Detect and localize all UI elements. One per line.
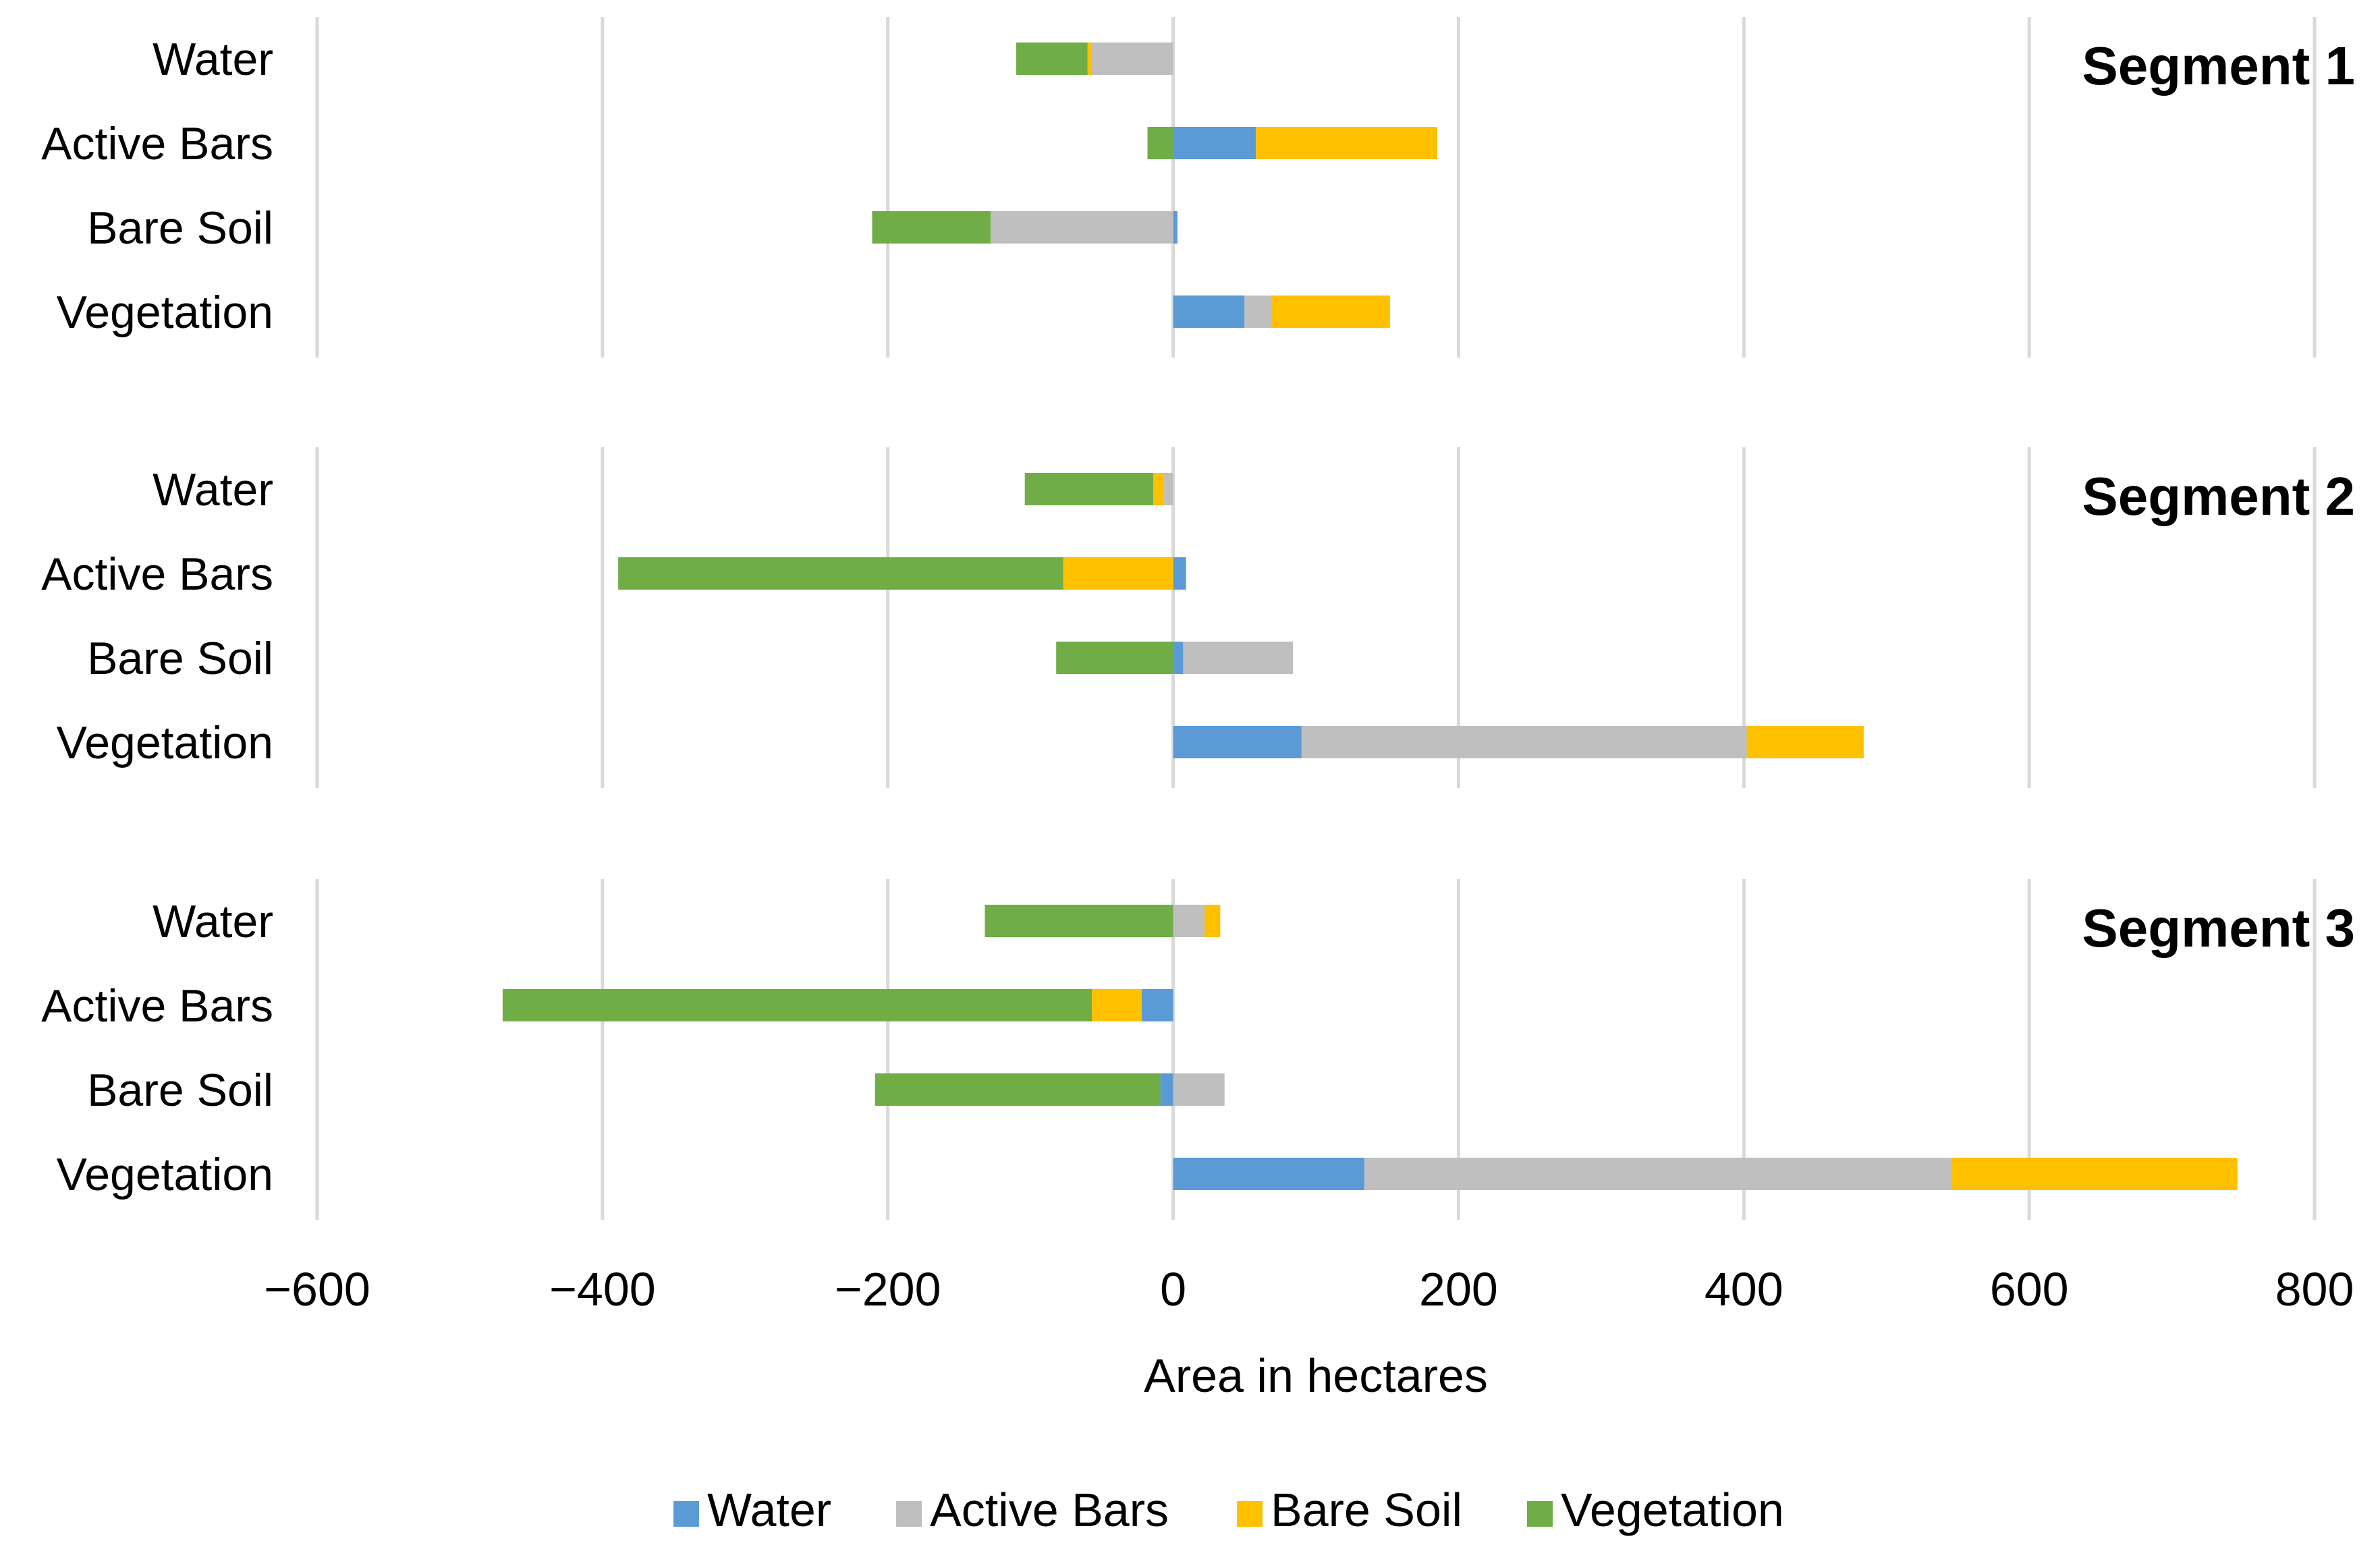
category-labels: Water Active Bars Bare Soil Vegetation Water…	[41, 34, 273, 1200]
bar-segment3-water-vegetation	[985, 905, 1173, 937]
category-label-2-water: Water	[153, 464, 273, 515]
segment-titles: Segment 1 Segment 2 Segment 3	[2082, 36, 2355, 958]
legend-label-water: Water	[707, 1484, 831, 1536]
category-label-3-water: Water	[153, 896, 273, 947]
bar-segment1-active-bars-bare-soil	[1256, 127, 1437, 159]
bar-segment2-vegetation-active-bars	[1301, 726, 1747, 758]
bar-segment2-vegetation-water	[1173, 726, 1302, 758]
category-label-1-water: Water	[153, 34, 273, 85]
bars	[502, 43, 2238, 1190]
bar-segment1-bare-soil-vegetation	[872, 211, 991, 244]
segment-title-1: Segment 1	[2082, 36, 2355, 96]
bar-segment3-active-bars-vegetation	[502, 989, 1092, 1021]
legend-label-bare-soil: Bare Soil	[1271, 1484, 1462, 1536]
bar-segment1-vegetation-bare-soil	[1271, 296, 1390, 328]
bar-segment2-active-bars-vegetation	[618, 557, 1063, 590]
category-label-1-active-bars: Active Bars	[41, 118, 273, 169]
x-tick-label-2: −200	[835, 1263, 941, 1316]
bar-segment1-water-bare-soil	[1087, 43, 1092, 75]
category-label-3-bare-soil: Bare Soil	[87, 1065, 273, 1116]
x-tick-label-4: 200	[1419, 1263, 1498, 1316]
segment-title-2: Segment 2	[2082, 466, 2355, 526]
bar-segment2-bare-soil-active-bars	[1183, 642, 1294, 674]
x-axis-ticks: −600 −400 −200 0 200 400 600 800	[264, 1263, 2354, 1316]
bar-segment3-active-bars-water	[1142, 989, 1173, 1021]
segment-title-3: Segment 3	[2082, 898, 2355, 958]
bar-segment2-active-bars-water	[1173, 557, 1186, 590]
bar-segment2-bare-soil-water	[1173, 642, 1184, 674]
bar-segment2-water-active-bars	[1163, 473, 1173, 505]
legend-swatch-active-bars	[896, 1501, 922, 1527]
bar-segment3-vegetation-bare-soil	[1952, 1158, 2238, 1190]
x-tick-label-3: 0	[1160, 1263, 1186, 1316]
bar-segment3-bare-soil-active-bars	[1173, 1073, 1225, 1106]
gridlines	[315, 17, 2317, 1220]
category-label-1-vegetation: Vegetation	[57, 287, 273, 338]
bar-segment1-bare-soil-water	[1173, 211, 1178, 244]
legend-label-vegetation: Vegetation	[1561, 1484, 1784, 1536]
bar-segment1-vegetation-water	[1173, 296, 1245, 328]
bar-segment1-water-active-bars	[1092, 43, 1173, 75]
legend-swatch-water	[673, 1501, 699, 1527]
bar-segment2-bare-soil-vegetation	[1056, 642, 1173, 674]
bar-segment1-bare-soil-active-bars	[990, 211, 1173, 244]
x-tick-label-5: 400	[1705, 1263, 1783, 1316]
bar-segment1-active-bars-vegetation	[1147, 127, 1173, 159]
legend: Water Active Bars Bare Soil Vegetation	[673, 1484, 1784, 1536]
legend-label-active-bars: Active Bars	[930, 1484, 1169, 1536]
category-label-2-bare-soil: Bare Soil	[87, 633, 273, 684]
bar-segment3-bare-soil-water	[1160, 1073, 1173, 1106]
bar-segment3-vegetation-water	[1173, 1158, 1364, 1190]
x-tick-label-7: 800	[2275, 1263, 2354, 1316]
bar-segment2-active-bars-bare-soil	[1063, 557, 1173, 590]
bar-segment2-vegetation-bare-soil	[1746, 726, 1864, 758]
legend-swatch-bare-soil	[1237, 1501, 1263, 1527]
x-tick-label-6: 600	[1990, 1263, 2069, 1316]
x-tick-label-1: −400	[549, 1263, 656, 1316]
bar-segment3-active-bars-bare-soil	[1092, 989, 1142, 1021]
bar-segment3-vegetation-active-bars	[1364, 1158, 1952, 1190]
bar-segment2-water-bare-soil	[1153, 473, 1163, 505]
x-axis-title: Area in hectares	[1144, 1349, 1488, 1402]
category-label-2-active-bars: Active Bars	[41, 549, 273, 600]
category-label-3-vegetation: Vegetation	[57, 1149, 273, 1200]
bar-segment3-water-bare-soil	[1205, 905, 1221, 937]
bar-segment1-water-vegetation	[1016, 43, 1088, 75]
bar-segment3-water-active-bars	[1173, 905, 1205, 937]
bar-segment3-bare-soil-vegetation	[875, 1073, 1161, 1106]
category-label-1-bare-soil: Bare Soil	[87, 202, 273, 254]
x-tick-label-0: −600	[264, 1263, 370, 1316]
bar-segment1-vegetation-active-bars	[1244, 296, 1272, 328]
bar-segment2-water-vegetation	[1024, 473, 1153, 505]
category-label-2-vegetation: Vegetation	[57, 717, 273, 768]
legend-swatch-vegetation	[1527, 1501, 1553, 1527]
category-label-3-active-bars: Active Bars	[41, 980, 273, 1032]
bar-segment1-active-bars-water	[1173, 127, 1256, 159]
